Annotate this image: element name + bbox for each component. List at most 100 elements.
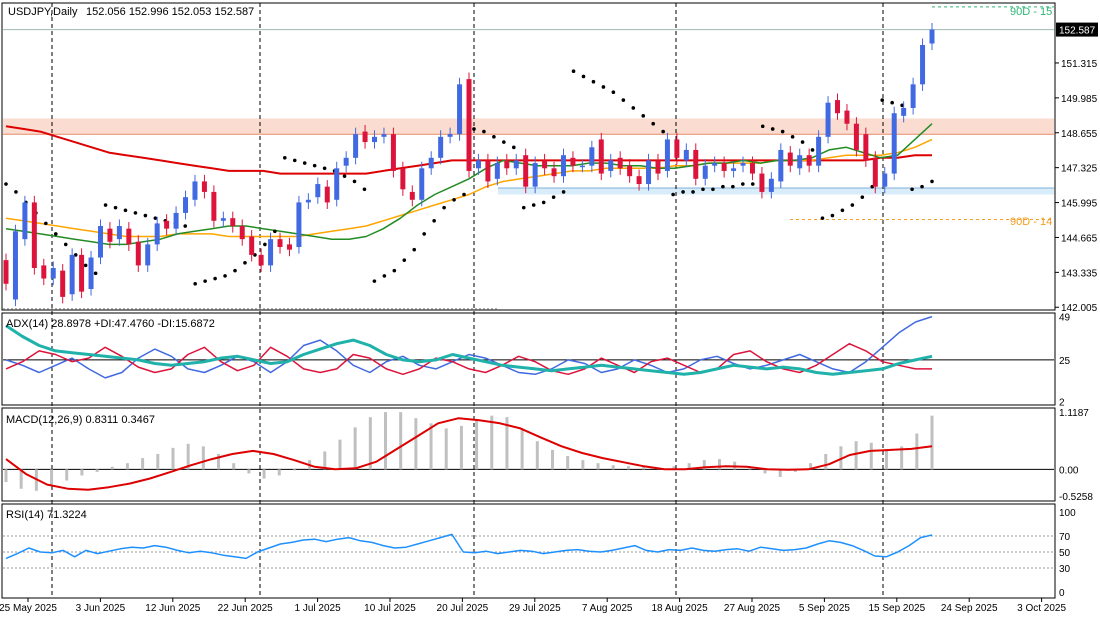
macd-histogram-bar: [141, 458, 145, 470]
macd-panel-title: MACD(12,26,9) 0.8311 0.3467: [6, 414, 155, 426]
candle-bear: [135, 241, 141, 266]
macd-histogram-bar: [900, 446, 904, 470]
candle-bull: [145, 244, 151, 266]
macd-histogram-bar: [535, 441, 539, 470]
resistance-zone: [3, 118, 1054, 135]
sar-dot: [810, 148, 815, 152]
candle-bear: [627, 165, 633, 177]
candle-bear: [164, 220, 170, 229]
macd-histogram-bar: [672, 466, 676, 470]
sar-dot: [611, 90, 616, 95]
price-ohlc-values: 152.056 152.996 152.053 152.587: [86, 6, 254, 18]
macd-histogram-bar: [156, 453, 160, 470]
sar-dot: [44, 221, 48, 226]
macd-histogram-bar: [611, 465, 615, 470]
rsi-tick-label: 100: [1059, 508, 1076, 519]
sar-dot: [780, 129, 785, 134]
macd-histogram-bar: [171, 447, 175, 470]
sar-dot: [123, 208, 128, 213]
sar-dot: [850, 203, 855, 207]
current-price-tag: [1056, 22, 1098, 37]
candle-bull: [608, 160, 614, 171]
macd-histogram-bar: [869, 442, 873, 470]
sar-dot: [432, 218, 436, 223]
sar-dot: [482, 129, 486, 134]
candle-bull: [560, 155, 566, 177]
sar-dot: [731, 184, 735, 189]
macd-histogram-bar: [687, 463, 691, 470]
candle-bear: [362, 131, 368, 143]
sar-dot: [521, 205, 526, 210]
macd-histogram-bar: [247, 469, 251, 474]
sar-dot: [312, 163, 317, 168]
candle-bear: [3, 260, 9, 284]
sar-dot: [103, 203, 108, 207]
candle-bear: [504, 160, 510, 169]
sar-dot: [930, 179, 934, 184]
candle-bull: [116, 226, 122, 240]
sar-dot: [193, 281, 197, 286]
date-tick-label: 18 Aug 2025: [652, 603, 709, 614]
date-tick-label: 25 May 2025: [0, 603, 57, 614]
macd-histogram-bar: [277, 469, 281, 476]
candle-bull: [192, 181, 198, 200]
sar-dot: [292, 158, 297, 163]
candle-bear: [759, 173, 765, 192]
candle-bull: [183, 197, 189, 213]
date-tick-label: 20 Jul 2025: [437, 603, 489, 614]
candle-bear: [31, 202, 37, 269]
macd-histogram-bar: [778, 469, 782, 477]
candle-bull: [589, 147, 595, 166]
sar-dot: [830, 213, 835, 218]
candle-bull: [69, 254, 75, 295]
sar-dot: [581, 74, 586, 79]
candle-bull: [173, 212, 179, 229]
candle-bull: [683, 149, 689, 161]
macd-histogram-bar: [353, 427, 357, 470]
candle-bull: [438, 136, 444, 158]
macd-histogram-bar: [399, 412, 403, 470]
adx-panel-title: ADX(14) 28.8978 +DI:47.4760 -DI:15.6872: [6, 318, 215, 330]
sar-dot: [750, 182, 755, 186]
candle-bull: [220, 218, 226, 221]
candle-bear: [551, 168, 557, 177]
macd-histogram-bar: [262, 469, 266, 479]
candle-bear: [230, 218, 236, 227]
macd-histogram-bar: [384, 412, 388, 470]
plus-di-line: [5, 315, 933, 379]
candle-bear: [598, 139, 604, 174]
macd-histogram-bar: [414, 418, 418, 470]
sar-dot: [273, 229, 277, 234]
sar-dot: [263, 242, 267, 247]
rsi-line: [5, 533, 933, 560]
zone-label-90d-15: 90D - 15: [1010, 6, 1052, 18]
macd-histogram-bar: [475, 420, 479, 470]
macd-histogram-bar: [217, 453, 221, 470]
macd-tick-label: 1.1187: [1059, 408, 1089, 419]
sar-dot: [760, 124, 765, 129]
candle-bull: [419, 168, 425, 200]
sar-dot: [541, 200, 546, 205]
sar-dot: [472, 127, 476, 131]
price-tick-label: 145.995: [1061, 199, 1098, 210]
macd-histogram-bar: [65, 469, 69, 481]
sar-dot: [153, 216, 158, 220]
macd-histogram-bar: [110, 466, 114, 470]
sar-dot: [73, 253, 78, 257]
sar-dot: [4, 182, 8, 186]
sar-dot: [890, 100, 894, 105]
candle-bull: [353, 134, 359, 158]
adx-tick-label: 2: [1059, 397, 1065, 408]
sar-dot: [860, 195, 865, 199]
sar-dot: [412, 247, 417, 252]
candle-bull: [532, 163, 538, 187]
macd-histogram-bar: [95, 469, 99, 472]
candle-bull: [910, 84, 916, 108]
candle-bull: [50, 268, 56, 279]
date-tick-label: 10 Jul 2025: [364, 603, 416, 614]
sar-dot: [322, 166, 327, 171]
candle-bear: [409, 191, 415, 200]
candle-bear: [523, 155, 529, 187]
sar-dot: [282, 156, 287, 160]
